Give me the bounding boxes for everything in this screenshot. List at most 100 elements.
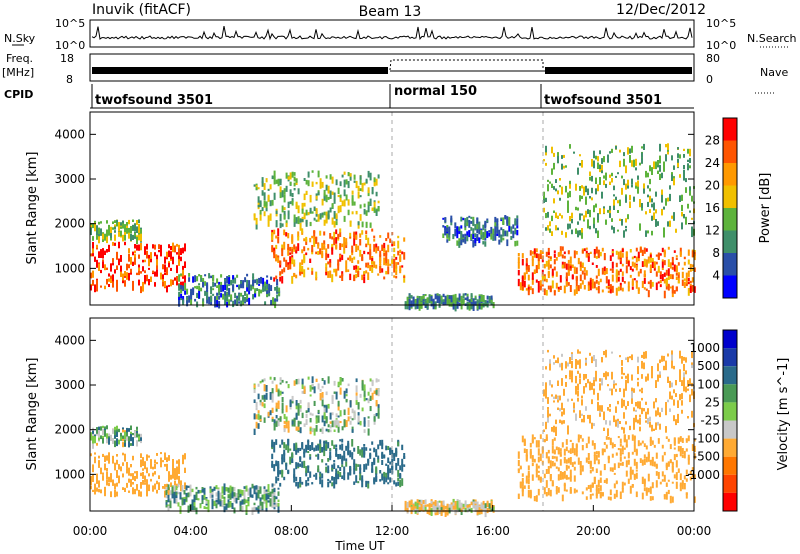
power-echo	[283, 210, 286, 217]
velocity-echo	[271, 380, 274, 384]
velocity-echo	[537, 474, 540, 481]
velocity-echo	[333, 463, 336, 469]
power-echo	[565, 272, 568, 279]
velocity-echo	[297, 462, 300, 466]
velocity-echo	[172, 474, 174, 479]
velocity-echo	[623, 412, 625, 419]
velocity-echo	[353, 412, 356, 420]
velocity-echo	[365, 398, 368, 401]
power-echo	[361, 230, 364, 235]
power-echo	[567, 259, 570, 264]
x-tick-label: 12:00	[375, 524, 410, 538]
power-echo	[482, 295, 485, 302]
power-echo	[571, 229, 573, 235]
velocity-echo	[327, 482, 330, 488]
velocity-echo	[181, 497, 184, 506]
velocity-echo	[114, 489, 116, 498]
velocity-echo	[178, 469, 180, 473]
power-echo	[673, 165, 675, 170]
velocity-echo	[641, 440, 644, 444]
velocity-echo	[241, 490, 244, 496]
velocity-echo	[474, 500, 477, 507]
power-echo	[313, 239, 316, 247]
velocity-echo	[357, 446, 360, 454]
velocity-echo	[625, 357, 627, 360]
power-echo	[639, 268, 642, 274]
velocity-echo	[104, 430, 106, 437]
velocity-echo	[523, 440, 526, 446]
velocity-echo	[271, 493, 274, 502]
velocity-echo	[547, 407, 549, 410]
power-echo	[625, 225, 627, 229]
velocity-echo	[629, 425, 631, 431]
velocity-echo	[223, 486, 226, 495]
power-echo	[140, 230, 142, 234]
power-echo	[691, 195, 693, 202]
power-echo	[271, 232, 274, 241]
power-echo	[683, 173, 685, 181]
power-echo	[659, 274, 662, 280]
velocity-echo	[395, 451, 398, 457]
power-echo	[671, 285, 674, 294]
velocity-echo	[549, 367, 551, 371]
power-echo	[104, 285, 106, 290]
x-axis-label: Time UT	[334, 539, 385, 553]
nsky-tick-bottom: 10^0	[55, 39, 85, 52]
velocity-echo	[442, 505, 445, 513]
power-echo	[450, 215, 453, 222]
power-echo	[500, 235, 503, 243]
power-echo	[373, 235, 376, 239]
power-echo	[553, 198, 555, 204]
velocity-echo	[367, 416, 370, 419]
velocity-echo	[567, 457, 570, 462]
power-echo	[687, 249, 690, 256]
velocity-echo	[283, 424, 286, 431]
power-echo	[148, 258, 150, 267]
power-echo	[631, 278, 634, 286]
velocity-echo	[657, 421, 659, 426]
velocity-echo	[623, 427, 625, 434]
power-echo	[478, 294, 481, 297]
power-echo	[611, 225, 613, 230]
power-echo	[619, 282, 622, 286]
power-echo	[516, 240, 519, 246]
power-echo	[373, 244, 376, 252]
velocity-echo	[329, 455, 332, 461]
velocity-echo	[152, 466, 154, 470]
power-echo	[655, 209, 657, 214]
velocity-echo	[295, 403, 298, 410]
velocity-echo	[353, 459, 356, 467]
velocity-echo	[295, 450, 298, 455]
velocity-echo	[319, 439, 322, 442]
power-echo	[188, 295, 191, 303]
power-echo	[263, 192, 266, 201]
velocity-echo	[337, 403, 340, 411]
velocity-echo	[585, 406, 587, 411]
velocity-echo	[339, 421, 342, 424]
power-echo	[132, 219, 134, 222]
velocity-echo	[303, 448, 306, 454]
power-echo	[504, 230, 507, 237]
power-echo	[198, 290, 201, 299]
power-echo	[116, 222, 118, 227]
power-echo	[104, 250, 106, 255]
power-echo	[367, 187, 370, 194]
power-echo	[98, 231, 100, 234]
velocity-echo	[148, 455, 150, 458]
velocity-echo	[271, 460, 274, 467]
velocity-echo	[583, 390, 585, 394]
power-echo	[607, 209, 609, 213]
velocity-echo	[537, 448, 540, 456]
power-echo	[472, 303, 475, 311]
velocity-echo	[325, 445, 328, 450]
velocity-echo	[175, 492, 178, 496]
velocity-echo	[619, 462, 622, 466]
velocity-echo	[583, 374, 585, 381]
power-echo	[649, 165, 651, 172]
power-echo	[359, 267, 362, 270]
velocity-echo	[381, 442, 384, 450]
power-echo	[339, 197, 342, 202]
power-echo	[551, 168, 553, 175]
velocity-echo	[142, 468, 144, 471]
power-echo	[665, 198, 667, 206]
